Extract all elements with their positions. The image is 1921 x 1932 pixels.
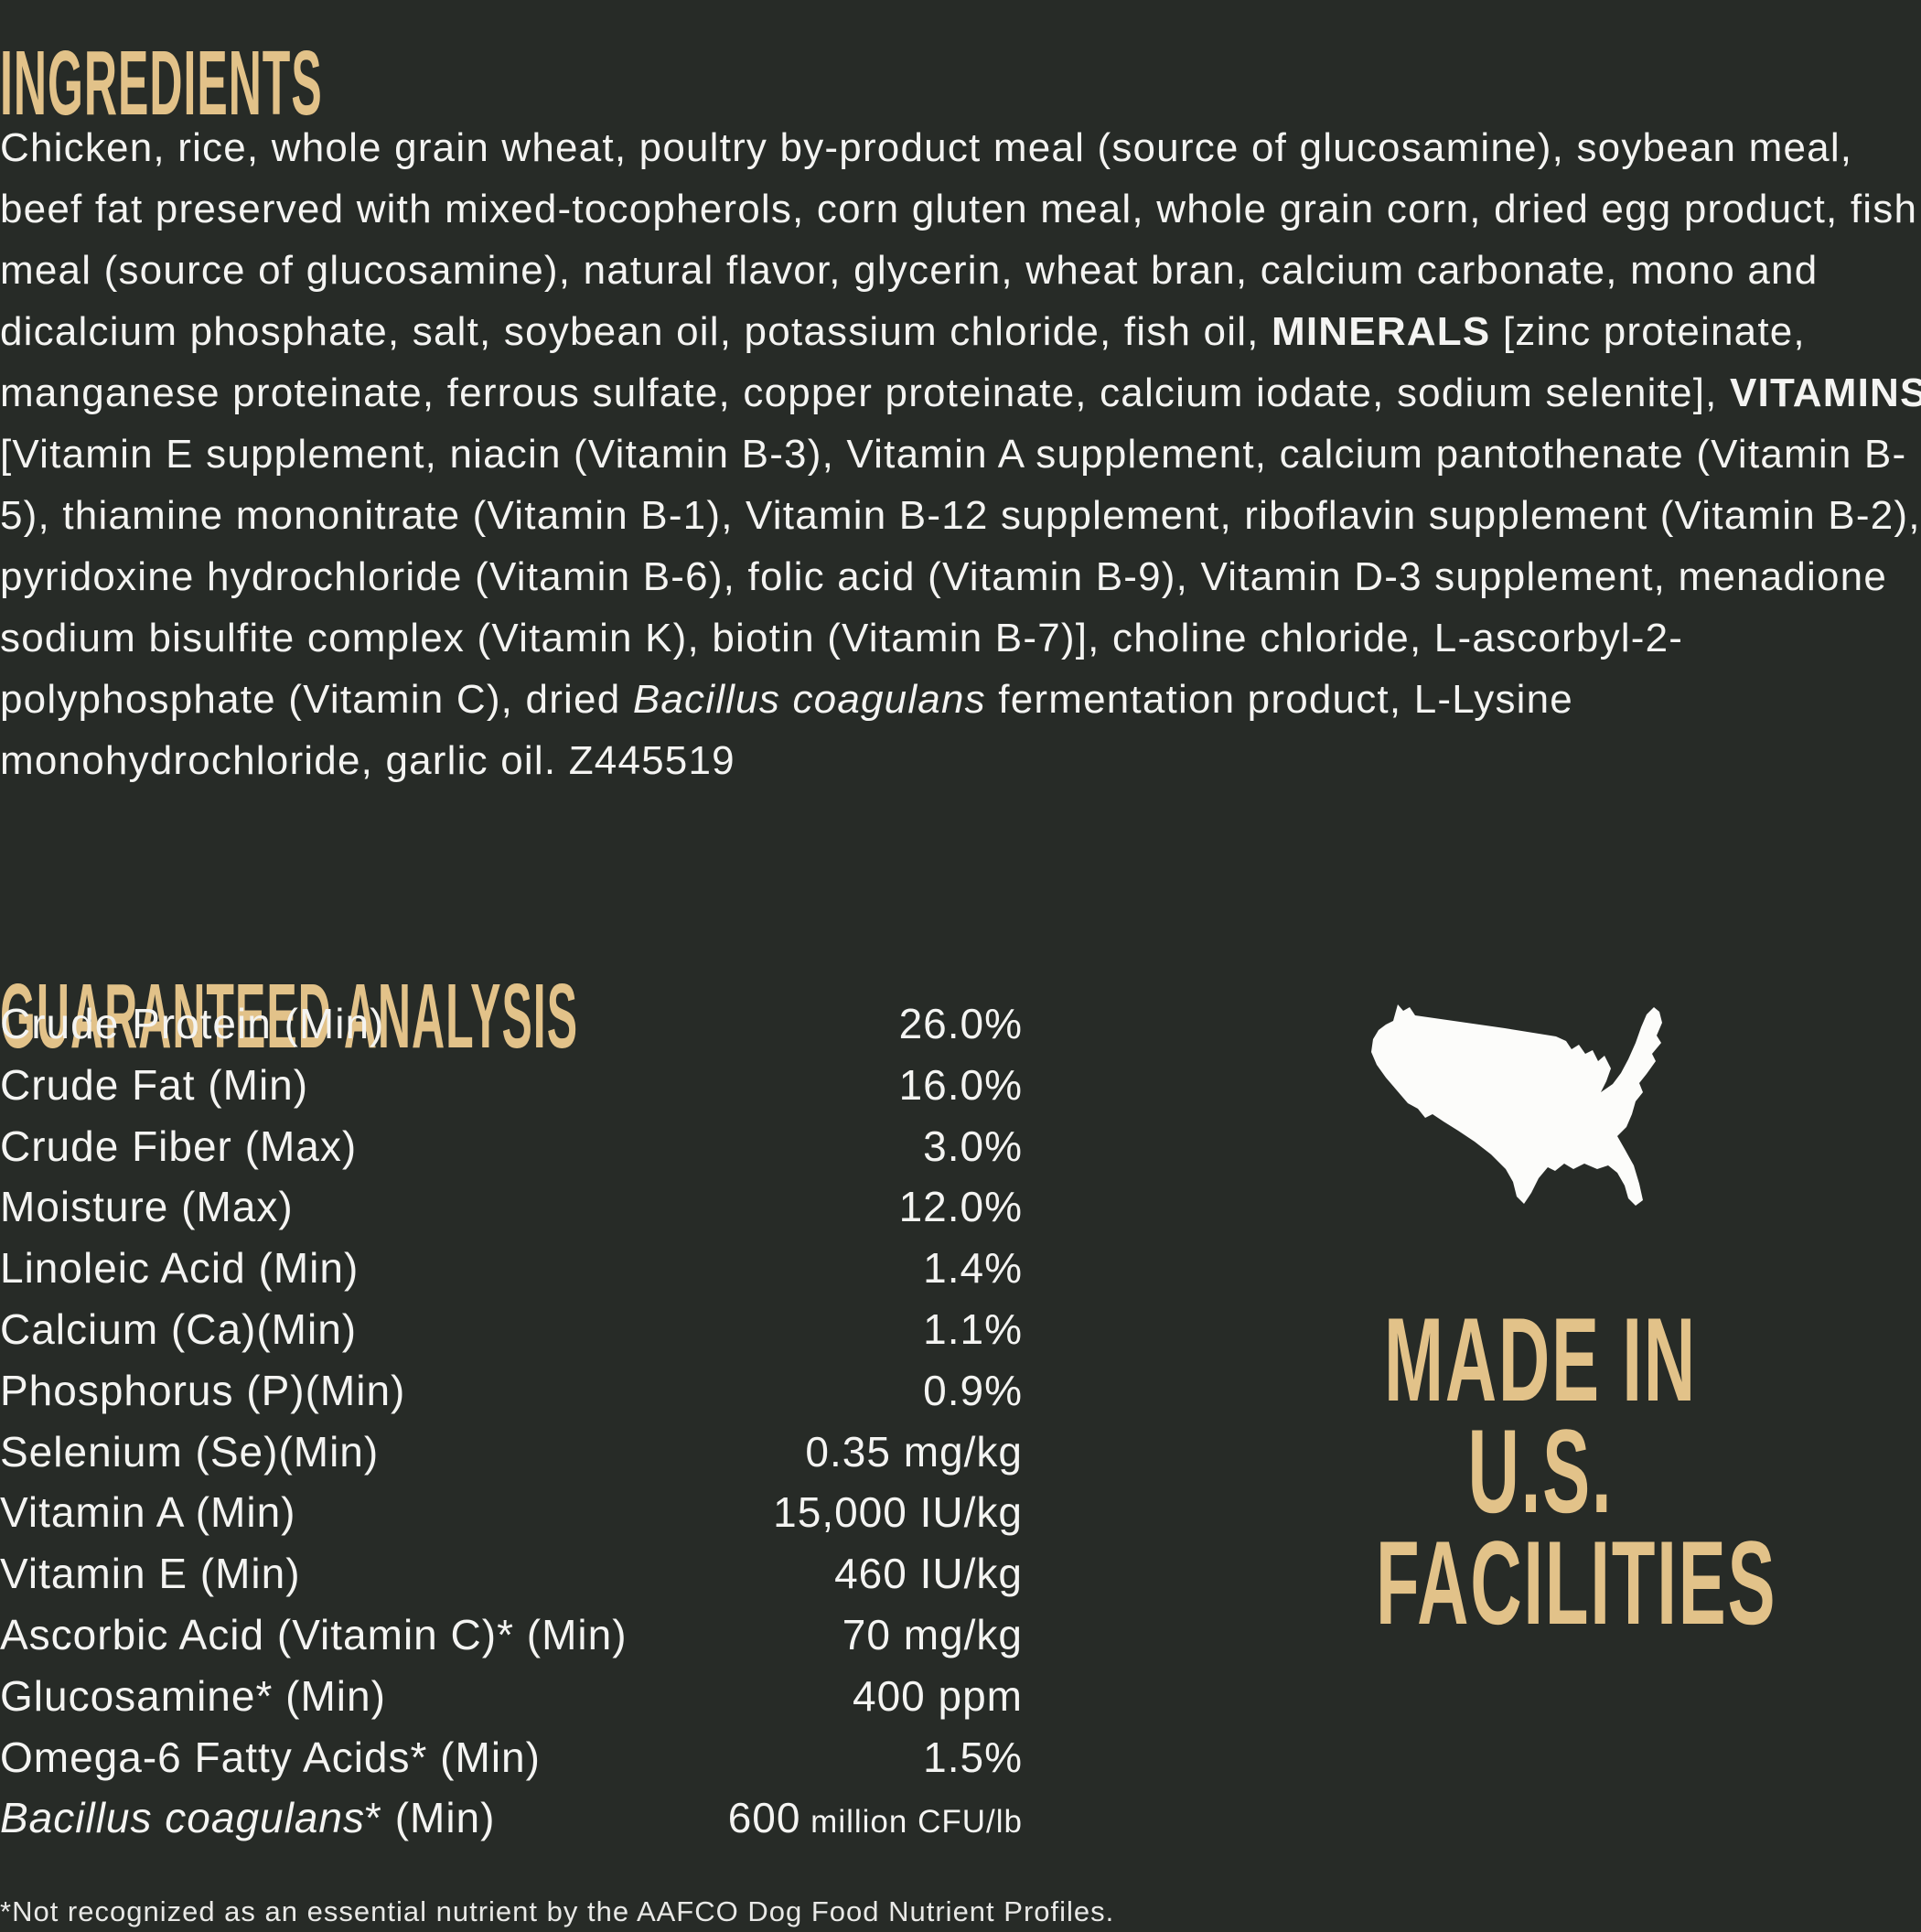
nutrient-label: * (Min) [365, 1794, 496, 1842]
nutrient-value: 12.0% [898, 1183, 1023, 1231]
nutrient-value-suffix: million CFU/lb [800, 1804, 1023, 1841]
ingredients-paragraph: Chicken, rice, whole grain wheat, poultr… [0, 117, 1921, 791]
nutrient-value: 0.35 mg/kg [805, 1427, 1023, 1476]
nutrient-label: Calcium (Ca)(Min) [0, 1304, 358, 1353]
analysis-footnote: *Not recognized as an essential nutrient… [0, 1895, 1115, 1927]
nutrient-value: 3.0% [923, 1122, 1023, 1170]
ingredients-text-4: fermentation product, L-Lysine monohydro… [0, 677, 1573, 783]
usa-map-icon [1371, 1004, 1662, 1206]
analysis-row: Bacillus coagulans* (Min) 600 million CF… [0, 1787, 1023, 1849]
nutrient-label: Crude Fat (Min) [0, 1060, 309, 1109]
analysis-row: Phosphorus (P)(Min) 0.9% [0, 1360, 1023, 1422]
nutrient-label: Moisture (Max) [0, 1183, 294, 1231]
nutrient-value: 0.9% [923, 1366, 1023, 1414]
nutrient-label: Linoleic Acid (Min) [0, 1244, 360, 1293]
nutrient-value: 400 ppm [852, 1671, 1023, 1720]
nutrient-value: 16.0% [898, 1060, 1023, 1109]
nutrient-label: Omega-6 Fatty Acids* (Min) [0, 1733, 541, 1781]
ingredients-text-3: [Vitamin E supplement, niacin (Vitamin B… [0, 432, 1921, 722]
bacillus-species-italic: Bacillus coagulans [632, 677, 986, 722]
nutrient-label: Selenium (Se)(Min) [0, 1427, 380, 1476]
nutrient-value: 460 IU/kg [834, 1550, 1023, 1598]
ingredients-text-1: Chicken, rice, whole grain wheat, poultr… [0, 125, 1918, 354]
nutrient-value: 26.0% [898, 1000, 1023, 1047]
analysis-row: Glucosamine* (Min) 400 ppm [0, 1666, 1023, 1727]
analysis-title: GUARANTEED ANALYSIS [0, 965, 579, 1068]
analysis-table: Crude Protein (Min) 26.0% Crude Fat (Min… [0, 993, 1023, 1849]
nutrient-label: Vitamin E (Min) [0, 1550, 301, 1598]
analysis-row: Crude Protein (Min) 26.0% [0, 993, 1023, 1055]
analysis-row: Moisture (Max) 12.0% [0, 1176, 1023, 1238]
analysis-row: Ascorbic Acid (Vitamin C)* (Min) 70 mg/k… [0, 1605, 1023, 1666]
analysis-row: Vitamin E (Min) 460 IU/kg [0, 1543, 1023, 1605]
made-in-line-1: MADE IN [1384, 1293, 1697, 1426]
nutrient-label: Crude Protein (Min) [0, 1000, 385, 1047]
made-in-heading: MADE IN U.S. FACILITIES [1266, 1293, 1815, 1649]
nutrient-label: Ascorbic Acid (Vitamin C)* (Min) [0, 1610, 628, 1658]
nutrient-value: 1.5% [923, 1733, 1023, 1781]
analysis-row: Crude Fat (Min) 16.0% [0, 1055, 1023, 1116]
made-in-line-2: U.S. [1467, 1404, 1614, 1538]
nutrient-value: 70 mg/kg [842, 1610, 1023, 1658]
analysis-row: Omega-6 Fatty Acids* (Min) 1.5% [0, 1727, 1023, 1788]
ingredients-text-2: [zinc proteinate, manganese proteinate, … [0, 309, 1806, 415]
vitamins-keyword: VITAMINS [1729, 370, 1921, 415]
analysis-row: Crude Fiber (Max) 3.0% [0, 1116, 1023, 1177]
nutrient-value: 1.1% [923, 1304, 1023, 1353]
nutrient-label: Crude Fiber (Max) [0, 1122, 358, 1170]
analysis-row: Linoleic Acid (Min) 1.4% [0, 1238, 1023, 1299]
ingredients-title: INGREDIENTS [0, 32, 323, 134]
nutrient-label: Vitamin A (Min) [0, 1488, 296, 1537]
analysis-row: Calcium (Ca)(Min) 1.1% [0, 1299, 1023, 1360]
minerals-keyword: MINERALS [1272, 309, 1491, 354]
nutrient-value: 600 [727, 1794, 801, 1842]
nutrient-label-italic: Bacillus coagulans [0, 1794, 366, 1842]
analysis-row: Selenium (Se)(Min) 0.35 mg/kg [0, 1422, 1023, 1483]
nutrient-label: Glucosamine* (Min) [0, 1671, 386, 1720]
nutrient-label: Phosphorus (P)(Min) [0, 1366, 406, 1414]
nutrient-value: 1.4% [923, 1244, 1023, 1293]
made-in-line-3: FACILITIES [1376, 1516, 1777, 1649]
analysis-row: Vitamin A (Min) 15,000 IU/kg [0, 1482, 1023, 1543]
nutrient-value: 15,000 IU/kg [773, 1488, 1023, 1537]
